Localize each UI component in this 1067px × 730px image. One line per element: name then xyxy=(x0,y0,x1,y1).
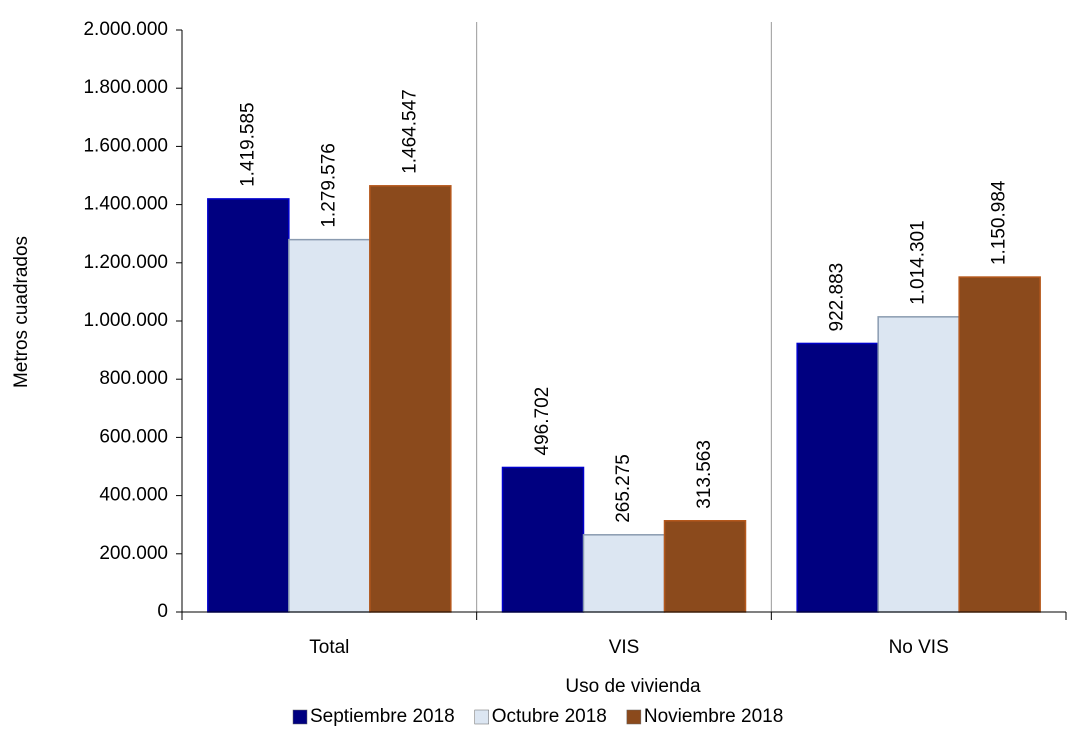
y-tick-label: 800.000 xyxy=(99,368,168,389)
data-label: 1.419.585 xyxy=(237,102,258,187)
y-tick-label: 0 xyxy=(157,601,168,622)
y-tick-label: 2.000.000 xyxy=(83,19,168,40)
data-label: 265.275 xyxy=(613,454,634,523)
legend-label: Noviembre 2018 xyxy=(644,706,783,727)
bar xyxy=(958,276,1041,613)
y-axis-title: Metros cuadrados xyxy=(11,236,32,388)
legend-swatch xyxy=(626,709,642,725)
y-tick-label: 1.000.000 xyxy=(83,310,168,331)
y-tick-label: 1.200.000 xyxy=(83,252,168,273)
legend-swatch xyxy=(474,709,489,725)
data-label: 1.014.301 xyxy=(908,220,929,305)
bar xyxy=(796,342,879,613)
bar xyxy=(582,534,666,613)
bar xyxy=(207,198,290,613)
data-label: 922.883 xyxy=(827,263,848,332)
y-tick-label: 1.400.000 xyxy=(83,194,168,215)
y-tick-label: 400.000 xyxy=(99,485,168,506)
legend-label: Septiembre 2018 xyxy=(310,706,455,727)
x-tick-label: VIS xyxy=(609,637,640,658)
bar xyxy=(288,238,371,613)
y-tick-label: 600.000 xyxy=(99,426,168,447)
y-tick-label: 1.600.000 xyxy=(83,135,168,156)
data-label: 496.702 xyxy=(532,387,553,456)
legend-swatch xyxy=(292,709,308,725)
data-label: 313.563 xyxy=(694,440,715,509)
data-label: 1.464.547 xyxy=(399,89,420,174)
bar xyxy=(663,520,747,613)
y-tick-label: 200.000 xyxy=(99,543,168,564)
data-label: 1.279.576 xyxy=(318,143,339,228)
x-tick-label: No VIS xyxy=(889,637,949,658)
bar xyxy=(877,316,960,613)
x-tick-label: Total xyxy=(309,637,349,658)
x-axis-title: Uso de vivienda xyxy=(565,676,701,697)
y-tick-label: 1.800.000 xyxy=(83,77,168,98)
bar xyxy=(501,466,585,613)
bar xyxy=(369,185,452,613)
data-label: 1.150.984 xyxy=(989,180,1010,265)
legend-label: Octubre 2018 xyxy=(492,706,607,727)
